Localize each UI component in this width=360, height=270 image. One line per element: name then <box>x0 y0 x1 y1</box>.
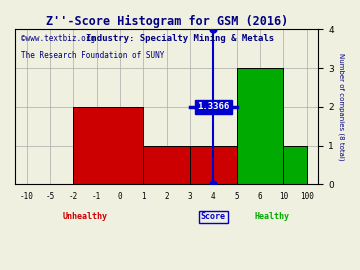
Text: ©www.textbiz.org: ©www.textbiz.org <box>21 34 95 43</box>
Bar <box>283 146 307 184</box>
Text: Healthy: Healthy <box>254 212 289 221</box>
Bar <box>237 68 283 184</box>
Text: Score: Score <box>201 212 226 221</box>
Title: Z''-Score Histogram for GSM (2016): Z''-Score Histogram for GSM (2016) <box>46 15 288 28</box>
Bar <box>190 146 237 184</box>
Text: 1.3366: 1.3366 <box>197 102 230 111</box>
Y-axis label: Number of companies (8 total): Number of companies (8 total) <box>338 53 345 161</box>
Text: Unhealthy: Unhealthy <box>63 212 108 221</box>
Text: Industry: Specialty Mining & Metals: Industry: Specialty Mining & Metals <box>86 34 274 43</box>
Text: The Research Foundation of SUNY: The Research Foundation of SUNY <box>21 51 165 60</box>
Bar <box>143 146 190 184</box>
Bar <box>73 107 143 184</box>
